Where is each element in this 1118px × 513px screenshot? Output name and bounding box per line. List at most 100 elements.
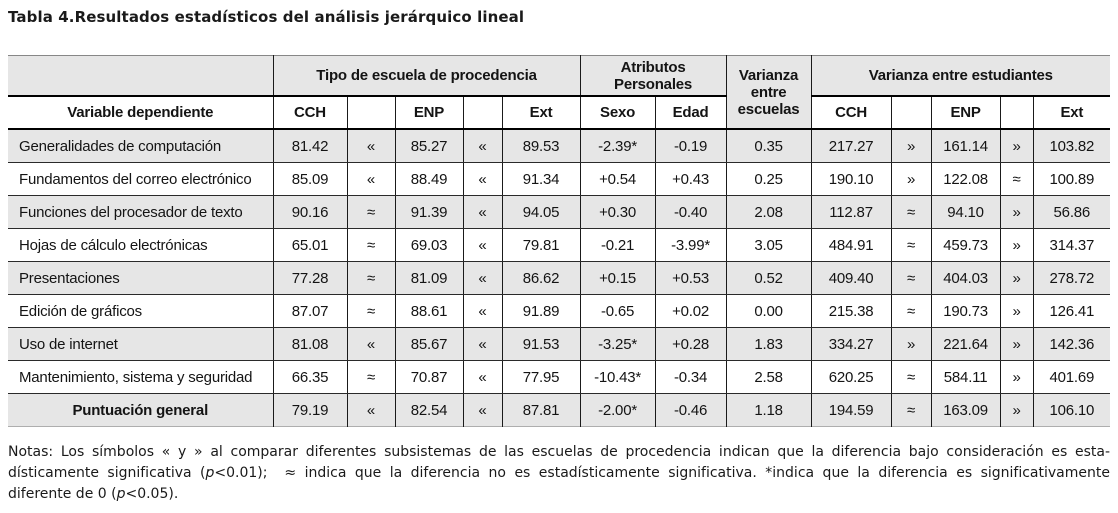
group-header-atributos-personales: Atributos Personales [579,55,727,97]
data-cell: 584.11 [930,360,1001,394]
comparison-symbol-cell: » [999,360,1034,394]
comparison-symbol-cell: « [462,360,502,394]
data-cell: +0.30 [579,195,656,229]
comparison-symbol-cell: » [999,261,1034,295]
data-cell: -0.46 [654,393,727,427]
data-cell: 66.35 [272,360,347,394]
table-row: Puntuación general 79.19 «82.54 «87.81 -2.00… [8,393,1111,427]
data-cell: 1.83 [725,327,812,361]
data-cell: 89.53 [501,129,581,163]
column-header-edad: Edad [654,96,727,130]
column-header-variable-dependiente: Variable dependiente [8,96,273,130]
comparison-symbol-cell: » [999,228,1034,262]
data-cell: 79.19 [272,393,347,427]
comparison-symbol-cell: » [890,129,932,163]
data-cell: 0.52 [725,261,812,295]
comparison-symbol-cell: « [462,327,502,361]
comparison-symbol-cell: « [346,393,395,427]
column-header-cch-varianza: CCH [810,96,892,130]
sub-header-row: Variable dependiente CCH ENP Ext Sexo Ed… [8,96,1111,130]
comparison-symbol-cell: ≈ [346,228,395,262]
data-cell: 190.10 [810,162,892,196]
column-header-enp: ENP [394,96,463,130]
column-header-ext: Ext [501,96,581,130]
comparison-symbol-cell: « [346,162,395,196]
comparison-symbol-cell: « [346,129,395,163]
data-cell: 2.08 [725,195,812,229]
row-label: Presentaciones [8,261,273,295]
comparison-symbol-cell: « [462,228,502,262]
data-cell: 69.03 [394,228,463,262]
comparison-symbol-cell: » [890,327,932,361]
data-cell: 87.07 [272,294,347,328]
table-header: Tipo de escuela de procedencia Atributos… [8,55,1111,130]
column-header-symbol-spacer [999,96,1034,130]
table-row: Fundamentos del correo electrónico 85.09 «… [8,162,1111,196]
row-label: Uso de internet [8,327,273,361]
data-cell: 106.10 [1032,393,1111,427]
data-cell: 85.09 [272,162,347,196]
data-cell: 86.62 [501,261,581,295]
comparison-symbol-cell: ≈ [890,294,932,328]
results-table: Tipo de escuela de procedencia Atributos… [8,55,1111,427]
table-row: Presentaciones 77.28 ≈81.09 «86.62 +0.15 +0.5… [8,261,1111,295]
data-cell: 81.09 [394,261,463,295]
data-cell: 91.53 [501,327,581,361]
note-line-2: dísticamente significativa (p<0.01); ≈ i… [8,465,1110,481]
data-cell: 94.05 [501,195,581,229]
comparison-symbol-cell: » [999,129,1034,163]
data-cell: -0.34 [654,360,727,394]
data-cell: 161.14 [930,129,1001,163]
group-header-varianza-estudiantes: Varianza entre estudiantes [810,55,1111,97]
data-cell: 409.40 [810,261,892,295]
comparison-symbol-cell: ≈ [346,195,395,229]
comparison-symbol-cell: « [346,327,395,361]
data-cell: 278.72 [1032,261,1111,295]
data-cell: 81.08 [272,327,347,361]
row-label: Puntuación general [72,401,209,419]
data-cell: 190.73 [930,294,1001,328]
comparison-symbol-cell: ≈ [346,360,395,394]
data-cell: 0.00 [725,294,812,328]
data-cell: -2.39* [579,129,656,163]
comparison-symbol-cell: « [462,162,502,196]
comparison-symbol-cell: » [999,195,1034,229]
data-cell: 90.16 [272,195,347,229]
data-cell: +0.43 [654,162,727,196]
comparison-symbol-cell: « [462,195,502,229]
data-cell: -2.00* [579,393,656,427]
row-label: Funciones del procesador de texto [8,195,273,229]
data-cell: 91.34 [501,162,581,196]
data-cell: 122.08 [930,162,1001,196]
data-cell: 221.64 [930,327,1001,361]
data-cell: +0.15 [579,261,656,295]
data-cell: -10.43* [579,360,656,394]
comparison-symbol-cell: « [462,294,502,328]
data-cell: 91.89 [501,294,581,328]
table-row: Hojas de cálculo electrónicas 65.01 ≈69.03… [8,228,1111,262]
data-cell: -0.40 [654,195,727,229]
data-cell: +0.28 [654,327,727,361]
group-header-row: Tipo de escuela de procedencia Atributos… [8,55,1111,130]
notes: Notas: Los símbolos « y » al comparar di… [8,442,1110,505]
data-cell: 100.89 [1032,162,1111,196]
comparison-symbol-cell: « [462,129,502,163]
row-label: Fundamentos del correo electrónico [8,162,273,196]
data-cell: 77.95 [501,360,581,394]
data-cell: 163.09 [930,393,1001,427]
data-cell: 404.03 [930,261,1001,295]
table-row: Generalidades de computación 81.42 «85.27 «… [8,129,1111,163]
data-cell: 1.18 [725,393,812,427]
comparison-symbol-cell: » [999,393,1034,427]
data-cell: 91.39 [394,195,463,229]
comparison-symbol-cell: » [999,327,1034,361]
note-line-3: diferente de 0 (p<0.05). [8,486,179,502]
data-cell: 314.37 [1032,228,1111,262]
column-header-enp-varianza: ENP [930,96,1001,130]
data-cell: 2.58 [725,360,812,394]
table-row: Uso de internet 81.08 «85.67 «91.53 -3.25* +0… [8,327,1111,361]
comparison-symbol-cell: ≈ [890,195,932,229]
data-cell: 79.81 [501,228,581,262]
comparison-symbol-cell: » [999,294,1034,328]
data-cell: 70.87 [394,360,463,394]
